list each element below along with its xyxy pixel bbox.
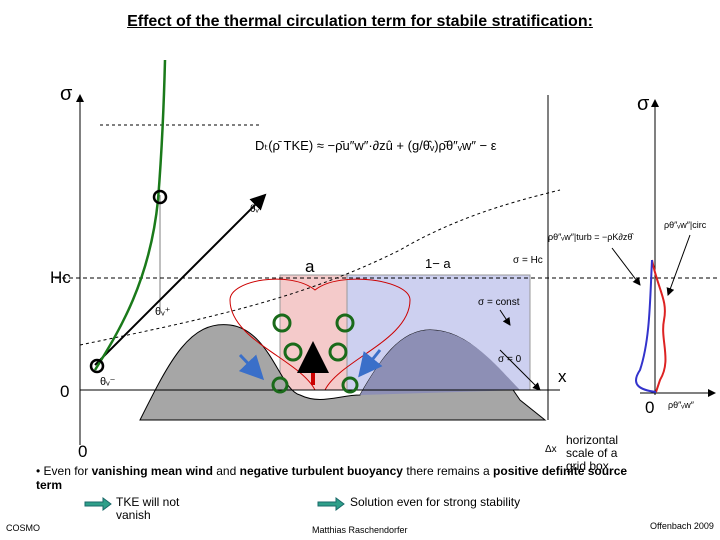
note-arrow bbox=[317, 497, 345, 511]
sigma-label: σ = Hc bbox=[513, 255, 543, 266]
zero-label: 0 bbox=[78, 442, 87, 461]
footer: Matthias Raschendorfer bbox=[312, 525, 408, 535]
flux-label: ρθ″ᵥw″|turb = −ρK∂ᴢθ̂ bbox=[548, 232, 634, 242]
footer: Offenbach 2009 bbox=[650, 521, 714, 531]
zero-label: 0 bbox=[645, 398, 654, 417]
flux-label: ρθ″ᵥw″ bbox=[668, 400, 695, 410]
text: positive definite source term bbox=[36, 464, 628, 492]
a-label: a bbox=[305, 257, 315, 276]
footer: COSMO bbox=[6, 523, 41, 533]
flux-label: ρθ″ᵥw″|circ bbox=[664, 220, 707, 230]
pointer bbox=[499, 309, 511, 326]
text: and bbox=[212, 464, 240, 478]
zero-label: 0 bbox=[60, 382, 69, 401]
theta-label: θᵥ⁺ bbox=[155, 306, 171, 318]
point bbox=[152, 189, 168, 205]
pointer bbox=[666, 234, 691, 296]
pointer bbox=[499, 349, 541, 391]
text: negative turbulent buoyancy bbox=[239, 464, 403, 478]
grid-scale: horizontal scale of a grid box bbox=[566, 433, 619, 473]
text: there remains a bbox=[402, 464, 494, 478]
pointer bbox=[611, 247, 641, 286]
slope-flow bbox=[358, 349, 383, 378]
x-label: x bbox=[558, 367, 567, 386]
sigma-label: σ = const bbox=[478, 297, 520, 308]
point bbox=[89, 358, 105, 374]
circ-profile bbox=[635, 259, 657, 393]
note: Solution even for strong stability bbox=[350, 495, 521, 509]
theta-arrow bbox=[94, 193, 267, 366]
theta-profile bbox=[79, 189, 561, 346]
a-label: 1− a bbox=[425, 256, 451, 271]
sigma-label: σ = 0 bbox=[498, 354, 522, 365]
theta-label: θ̂ᵥ bbox=[250, 203, 260, 215]
circulation bbox=[229, 278, 411, 391]
note-arrow bbox=[84, 497, 112, 511]
text: vanishing mean wind bbox=[91, 464, 213, 478]
equation: Dₜ(ρ̄ TKE) ≈ −ρ̄u″w″·∂ᴢû + (g/θ̂ᵥ)ρ̄θ″ᵥw… bbox=[255, 138, 497, 153]
green-profile bbox=[93, 59, 167, 371]
text: • Even for bbox=[36, 464, 92, 478]
mountain-shade bbox=[360, 330, 520, 395]
note: TKE will not vanish bbox=[116, 495, 180, 522]
axis-label: σ bbox=[637, 93, 650, 115]
turb-profile bbox=[651, 259, 667, 393]
dx-label: Δx bbox=[545, 444, 557, 455]
theta-label: θᵥ⁻ bbox=[100, 376, 116, 388]
slope-flow bbox=[238, 353, 265, 381]
eddies bbox=[271, 313, 359, 394]
axis-label: σ bbox=[60, 83, 73, 105]
title: Effect of the thermal circulation term f… bbox=[127, 13, 593, 30]
hc-label: Hc bbox=[50, 268, 71, 287]
bullet: • Even for vanishing mean wind and negat… bbox=[36, 464, 636, 492]
